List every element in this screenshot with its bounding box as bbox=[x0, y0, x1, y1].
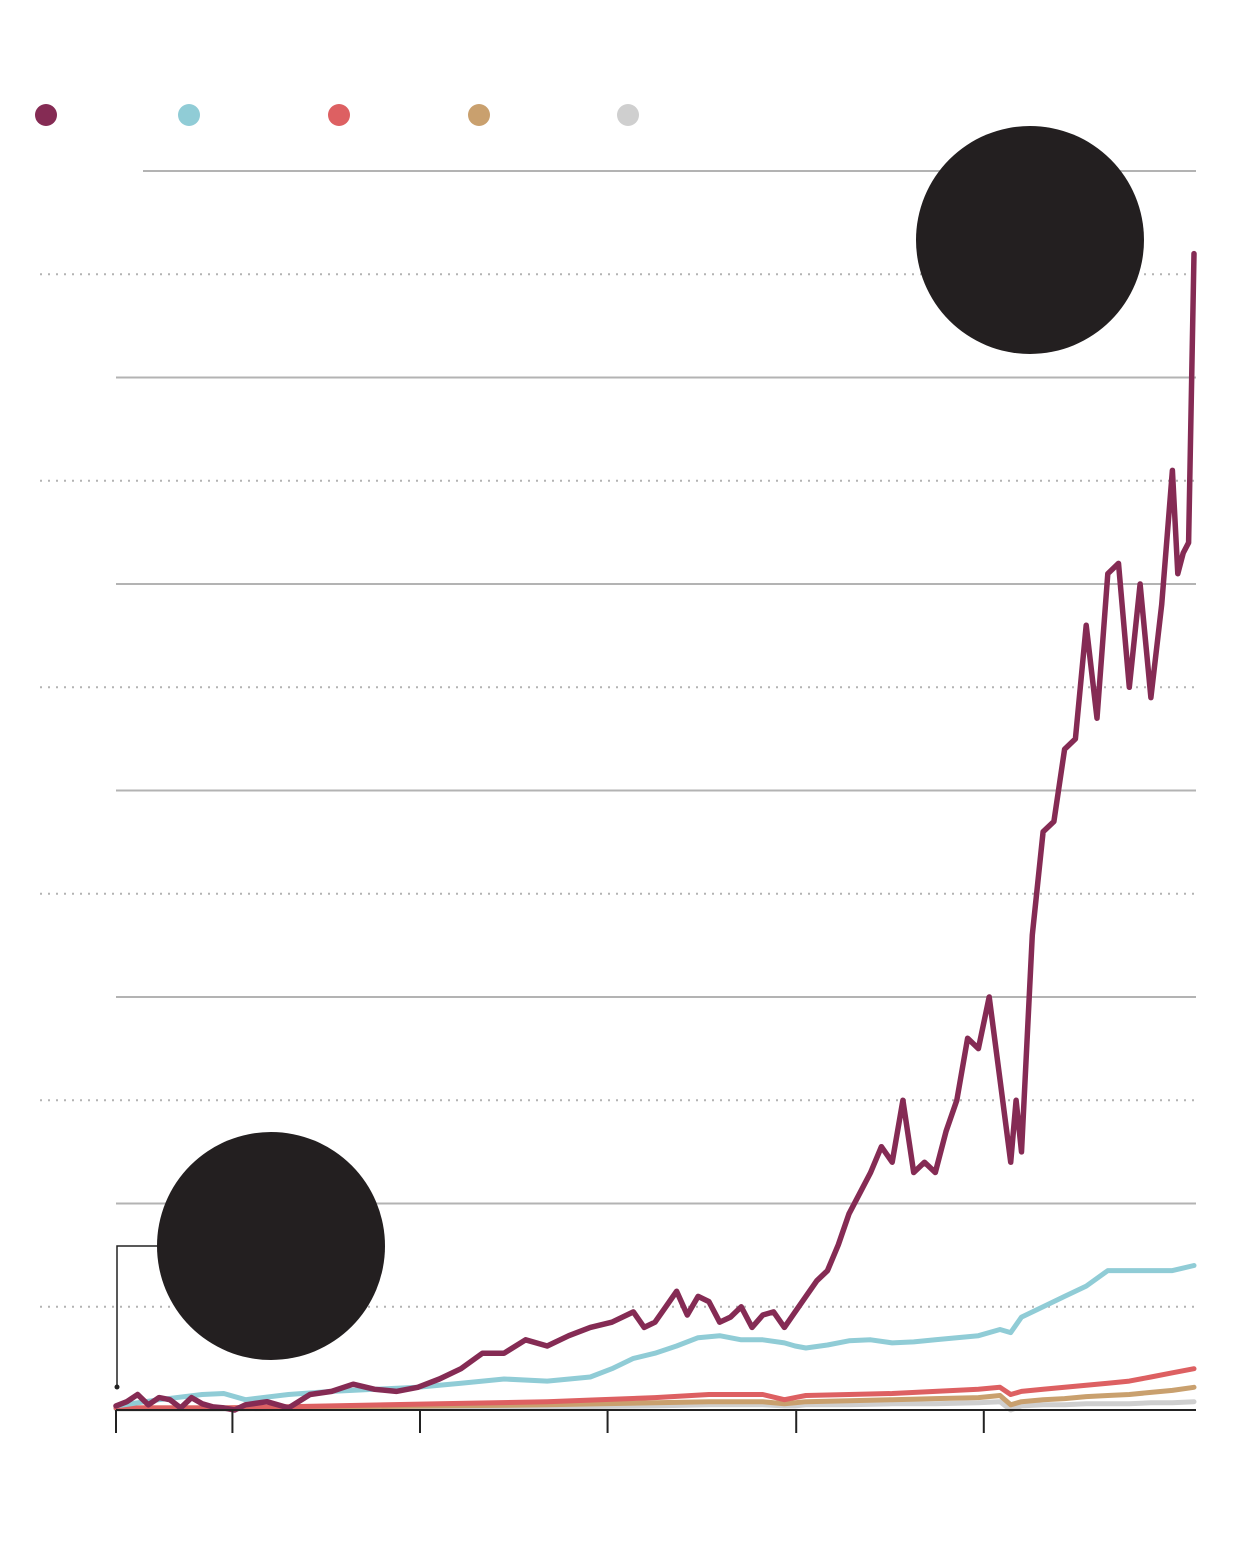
legend-dot-2 bbox=[178, 104, 200, 126]
legend-dot-4 bbox=[468, 104, 490, 126]
series-line-4 bbox=[113, 1384, 1197, 1411]
annotation-leader-line bbox=[116, 1245, 160, 1387]
legend bbox=[35, 104, 639, 126]
series-group bbox=[113, 250, 1197, 1413]
annotation-circle-top-right bbox=[916, 126, 1144, 354]
legend-dot-1 bbox=[35, 104, 57, 126]
legend-dot-5 bbox=[617, 104, 639, 126]
annotation-circle-bottom-left bbox=[157, 1132, 385, 1360]
legend-dot-3 bbox=[328, 104, 350, 126]
series-line-3 bbox=[113, 1366, 1197, 1411]
series-line-1 bbox=[113, 250, 1197, 1413]
x-axis bbox=[115, 1409, 1196, 1433]
annotation-anchor-dot bbox=[114, 1384, 120, 1390]
